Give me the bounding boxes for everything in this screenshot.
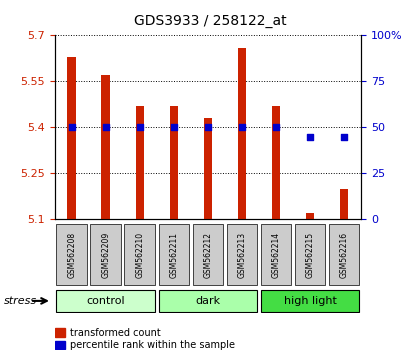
Bar bbox=[136, 106, 144, 219]
Point bbox=[68, 125, 75, 130]
Bar bbox=[55, 328, 66, 337]
Bar bbox=[204, 118, 212, 219]
FancyBboxPatch shape bbox=[124, 224, 155, 285]
FancyBboxPatch shape bbox=[90, 224, 121, 285]
Point bbox=[171, 125, 177, 130]
Bar bbox=[340, 189, 349, 219]
Point bbox=[341, 134, 347, 139]
Bar bbox=[170, 106, 178, 219]
Text: percentile rank within the sample: percentile rank within the sample bbox=[70, 340, 235, 350]
Bar bbox=[67, 57, 76, 219]
FancyBboxPatch shape bbox=[56, 224, 87, 285]
Text: GSM562211: GSM562211 bbox=[169, 232, 178, 278]
Text: GSM562210: GSM562210 bbox=[135, 232, 144, 278]
Bar bbox=[55, 341, 66, 349]
Text: dark: dark bbox=[195, 296, 220, 306]
Point bbox=[239, 125, 245, 130]
Text: stress: stress bbox=[4, 296, 37, 306]
FancyBboxPatch shape bbox=[295, 224, 326, 285]
Point bbox=[307, 134, 313, 139]
Text: GSM562213: GSM562213 bbox=[237, 232, 247, 278]
Bar bbox=[102, 75, 110, 219]
FancyBboxPatch shape bbox=[192, 224, 223, 285]
Text: control: control bbox=[87, 296, 125, 306]
Text: transformed count: transformed count bbox=[70, 327, 161, 338]
Text: GDS3933 / 258122_at: GDS3933 / 258122_at bbox=[134, 14, 286, 28]
Point bbox=[273, 125, 279, 130]
Bar bbox=[272, 106, 280, 219]
Text: GSM562215: GSM562215 bbox=[306, 232, 315, 278]
Text: GSM562208: GSM562208 bbox=[67, 232, 76, 278]
Bar bbox=[238, 48, 246, 219]
Point bbox=[205, 125, 211, 130]
Bar bbox=[306, 213, 314, 219]
FancyBboxPatch shape bbox=[261, 224, 291, 285]
FancyBboxPatch shape bbox=[261, 290, 360, 312]
Text: high light: high light bbox=[284, 296, 336, 306]
FancyBboxPatch shape bbox=[158, 224, 189, 285]
FancyBboxPatch shape bbox=[227, 224, 257, 285]
FancyBboxPatch shape bbox=[329, 224, 360, 285]
Point bbox=[102, 125, 109, 130]
Text: GSM562214: GSM562214 bbox=[272, 232, 281, 278]
Text: GSM562209: GSM562209 bbox=[101, 232, 110, 278]
Text: GSM562212: GSM562212 bbox=[203, 232, 213, 278]
FancyBboxPatch shape bbox=[158, 290, 257, 312]
FancyBboxPatch shape bbox=[56, 290, 155, 312]
Point bbox=[136, 125, 143, 130]
Text: GSM562216: GSM562216 bbox=[340, 232, 349, 278]
